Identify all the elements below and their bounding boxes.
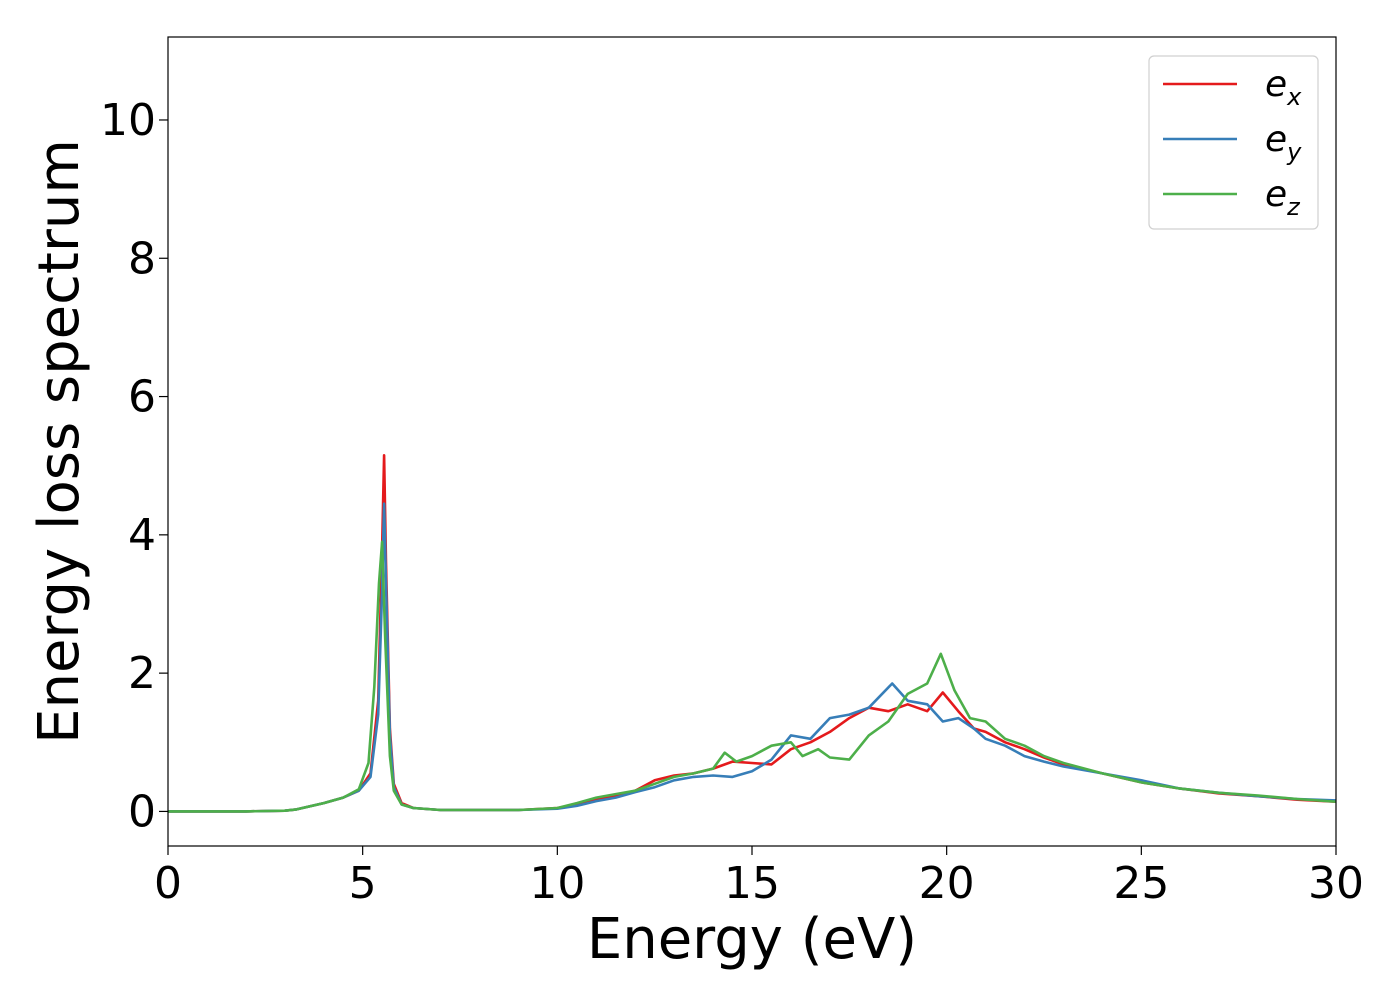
series-line-e-z (168, 540, 1336, 813)
x-tick-label: 5 (349, 858, 377, 909)
x-axis-label: Energy (eV) (587, 907, 917, 972)
legend-subscript: y (1286, 138, 1302, 166)
x-tick-label: 20 (919, 858, 975, 909)
series-layer (168, 454, 1336, 813)
y-tick-label: 4 (128, 510, 156, 561)
legend-box (1148, 55, 1319, 230)
series-line-e-y (168, 502, 1336, 813)
y-tick-label: 8 (128, 233, 156, 284)
x-axis: 0 5 10 15 20 25 30 (154, 846, 1364, 909)
y-axis: 0 2 4 6 8 10 (100, 95, 168, 837)
x-tick-label: 30 (1308, 858, 1364, 909)
y-tick-label: 10 (100, 95, 156, 146)
x-tick-label: 15 (724, 858, 780, 909)
series-line-e-x (168, 454, 1336, 813)
x-tick-label: 10 (529, 858, 585, 909)
x-tick-label: 0 (154, 858, 182, 909)
y-axis-label: Energy loss spectrum (27, 139, 92, 744)
legend-subscript: z (1286, 193, 1301, 221)
y-tick-label: 6 (128, 372, 156, 423)
y-tick-label: 2 (128, 648, 156, 699)
legend-subscript: x (1286, 83, 1302, 111)
y-tick-label: 0 (128, 786, 156, 837)
x-tick-label: 25 (1113, 858, 1169, 909)
